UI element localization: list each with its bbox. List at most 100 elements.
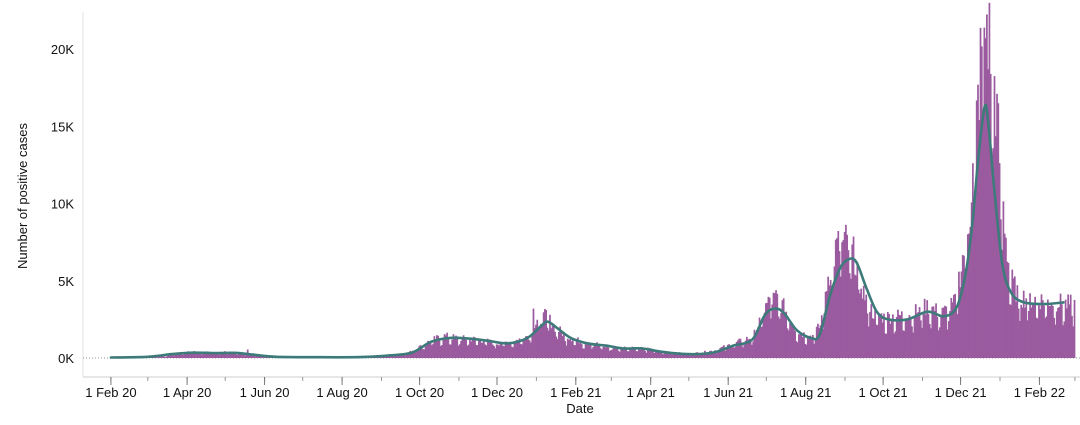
bar bbox=[1045, 316, 1048, 358]
bar bbox=[223, 351, 226, 358]
bar bbox=[210, 353, 212, 358]
bar bbox=[653, 352, 655, 358]
bar bbox=[897, 309, 899, 358]
bar bbox=[988, 2, 991, 359]
bar bbox=[673, 353, 676, 358]
bar bbox=[240, 352, 243, 358]
bar bbox=[852, 236, 855, 358]
bar bbox=[646, 347, 649, 358]
bar bbox=[199, 353, 202, 358]
bar bbox=[591, 348, 593, 358]
bar bbox=[982, 119, 984, 358]
y-tick-label: 20K bbox=[51, 42, 74, 57]
bar bbox=[820, 315, 823, 358]
bar bbox=[775, 290, 777, 358]
bar bbox=[989, 73, 992, 359]
bar bbox=[536, 319, 539, 358]
bar bbox=[714, 350, 716, 358]
x-tick-label: 1 Jun 20 bbox=[240, 385, 290, 400]
y-tick-label: 10K bbox=[51, 197, 74, 212]
bar bbox=[1006, 261, 1009, 358]
bar bbox=[1071, 315, 1073, 358]
bar bbox=[446, 332, 448, 358]
bar bbox=[533, 327, 536, 358]
bar bbox=[202, 352, 205, 358]
x-axis-label: Date bbox=[566, 401, 593, 416]
bar bbox=[519, 344, 522, 358]
bar bbox=[789, 323, 791, 358]
bar bbox=[250, 354, 253, 358]
bar bbox=[516, 339, 518, 358]
bar bbox=[629, 349, 631, 358]
bar bbox=[834, 239, 837, 358]
bar bbox=[850, 278, 852, 358]
bar bbox=[626, 351, 629, 358]
bar bbox=[1002, 201, 1005, 358]
bar bbox=[187, 351, 189, 358]
bar bbox=[575, 339, 578, 358]
bar bbox=[164, 356, 166, 358]
bar bbox=[1026, 320, 1029, 358]
bar bbox=[857, 289, 860, 358]
bar bbox=[197, 352, 200, 358]
bar bbox=[1017, 308, 1020, 358]
bar bbox=[1059, 293, 1062, 358]
bar bbox=[819, 325, 822, 358]
bar bbox=[517, 341, 520, 358]
bar bbox=[221, 351, 224, 358]
bar bbox=[1038, 304, 1040, 358]
bar bbox=[937, 330, 940, 358]
bar bbox=[444, 335, 447, 358]
bar bbox=[479, 340, 481, 358]
bar bbox=[1021, 307, 1024, 358]
bar bbox=[719, 348, 722, 358]
bar bbox=[498, 345, 501, 358]
bar bbox=[547, 330, 550, 358]
bar bbox=[263, 356, 266, 358]
bar bbox=[588, 345, 591, 358]
bar bbox=[753, 329, 756, 358]
bar bbox=[1063, 321, 1066, 358]
bar bbox=[759, 326, 762, 358]
bar bbox=[386, 355, 389, 358]
bar bbox=[1069, 294, 1072, 358]
bar bbox=[597, 343, 600, 358]
bar bbox=[470, 341, 473, 358]
bar bbox=[231, 351, 234, 358]
bar bbox=[886, 312, 889, 358]
bar bbox=[616, 346, 619, 358]
bar bbox=[396, 355, 399, 358]
y-axis-label: Number of positive cases bbox=[15, 123, 30, 269]
bar bbox=[657, 349, 659, 358]
bar bbox=[1025, 298, 1028, 358]
bar bbox=[1022, 290, 1025, 358]
bar bbox=[456, 336, 459, 358]
bar bbox=[556, 339, 559, 358]
bar bbox=[730, 346, 733, 358]
bar bbox=[611, 349, 614, 358]
bar bbox=[668, 352, 671, 358]
bar bbox=[254, 356, 257, 358]
x-tick-label: 1 Apr 20 bbox=[163, 385, 211, 400]
bar bbox=[926, 300, 929, 358]
bar bbox=[848, 273, 851, 358]
bar bbox=[847, 250, 850, 358]
bar bbox=[431, 345, 433, 358]
bar bbox=[528, 340, 531, 358]
bar bbox=[598, 345, 601, 358]
bar bbox=[408, 352, 410, 358]
bar bbox=[236, 354, 239, 358]
bar bbox=[1041, 300, 1044, 358]
bar bbox=[601, 349, 603, 358]
bar bbox=[853, 274, 856, 358]
smoothed-trend-line bbox=[109, 103, 1065, 359]
bar bbox=[235, 354, 238, 358]
bar bbox=[908, 315, 911, 358]
bar bbox=[213, 353, 216, 358]
bar bbox=[587, 343, 589, 358]
bar bbox=[540, 323, 542, 358]
bar bbox=[564, 341, 567, 358]
bar bbox=[184, 352, 187, 358]
bar bbox=[521, 344, 523, 358]
bar bbox=[832, 287, 835, 358]
